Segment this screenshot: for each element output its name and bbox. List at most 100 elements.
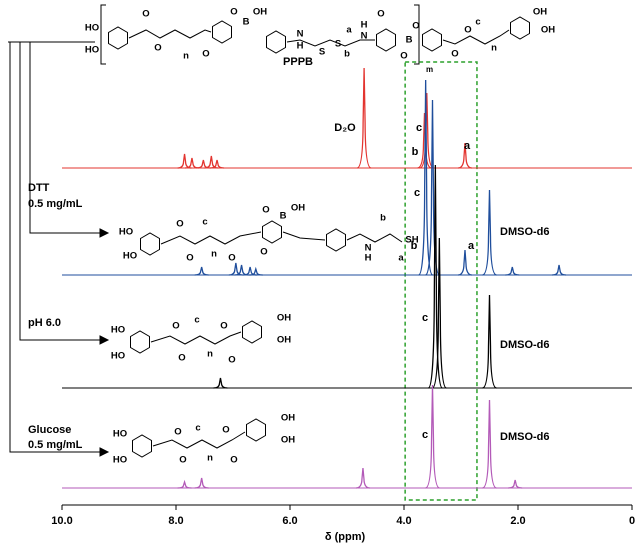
x-tick-label: 6.0: [282, 515, 297, 527]
atom-label: n: [183, 51, 189, 62]
condition-amount: 0.5 mg/mL: [28, 439, 83, 451]
ring: [510, 16, 530, 40]
atom-label: HO: [85, 23, 99, 34]
atom-label: O: [172, 321, 179, 332]
polymer-brackets: [100, 4, 420, 65]
condition-amount: 0.5 mg/mL: [28, 198, 83, 210]
bond: [442, 29, 510, 45]
atom-label: N: [361, 31, 368, 42]
atom-label: B: [406, 35, 413, 46]
peak-label: c: [416, 122, 422, 134]
peak-label: a: [468, 240, 475, 252]
peak: [417, 112, 432, 169]
bond: [152, 431, 246, 449]
x-tick-label: 0: [629, 515, 635, 527]
peak: [228, 262, 243, 276]
trace-label: DMSO-d6: [500, 431, 550, 443]
atom-label: S: [335, 39, 341, 50]
ring: [212, 20, 232, 44]
atom-label: O: [260, 247, 267, 258]
atom-label: N: [297, 29, 304, 40]
x-tick-label: 8.0: [168, 515, 183, 527]
peak-label: c: [422, 429, 428, 441]
x-tick-label: 10.0: [51, 515, 72, 527]
peak: [194, 266, 209, 276]
ring: [422, 28, 442, 52]
atom-label: O: [176, 219, 183, 230]
ring: [130, 330, 150, 354]
atom-label: b: [380, 213, 386, 224]
atom-label: O: [412, 21, 419, 32]
bond: [282, 231, 326, 241]
peak-label: b: [412, 146, 419, 158]
atom-label: O: [228, 253, 235, 264]
peak: [210, 159, 225, 169]
peak: [418, 79, 434, 276]
atom-label: c: [194, 315, 199, 326]
atom-label: O: [464, 25, 471, 36]
ring: [266, 30, 286, 54]
atom-label: OH: [281, 435, 295, 446]
atom-label: b: [344, 49, 350, 60]
peak: [482, 294, 497, 389]
atom-label: n: [211, 249, 217, 260]
atom-label: n: [207, 453, 213, 464]
condition-reagent: pH 6.0: [28, 317, 61, 329]
atom-label: O: [174, 427, 181, 438]
atom-label: HO: [113, 455, 127, 466]
x-tick-label: 2.0: [510, 515, 525, 527]
atom-label: a: [346, 25, 352, 36]
peak: [457, 249, 473, 276]
atom-label: n: [491, 43, 497, 54]
peak: [457, 142, 473, 169]
atom-label: O: [262, 205, 269, 216]
peak: [177, 479, 192, 489]
structure-name: PPPB: [283, 56, 313, 68]
atom-label: OH: [277, 335, 291, 346]
atom-label: c: [202, 217, 207, 228]
peak: [184, 157, 199, 169]
arrow-heads: [99, 228, 110, 457]
atom-label: O: [202, 49, 209, 60]
atom-label: O: [186, 253, 193, 264]
arrow-lines: [8, 41, 100, 453]
peak: [194, 477, 209, 489]
peak: [248, 266, 263, 276]
atom-label: O: [222, 425, 229, 436]
ring: [140, 232, 160, 256]
atom-label: HO: [113, 429, 127, 440]
ring: [132, 434, 152, 458]
atom-label: O: [377, 9, 384, 20]
x-axis-label: δ (ppm): [325, 531, 366, 543]
condition-reagent: Glucose: [28, 424, 71, 436]
peak: [431, 237, 447, 389]
highlight-box: [404, 61, 478, 501]
atom-label: OH: [541, 25, 555, 36]
atom-label: H: [297, 41, 304, 52]
ring: [108, 26, 128, 50]
atom-label: SH: [405, 235, 418, 246]
atom-label: OH: [533, 7, 547, 18]
atom-label: O: [154, 43, 161, 54]
atom-label: N: [365, 243, 372, 254]
atom-label: OH: [253, 7, 267, 18]
peak: [419, 92, 435, 169]
peak-label: c: [422, 312, 428, 324]
trace-label: D₂O: [334, 122, 356, 134]
atom-label: c: [475, 17, 480, 28]
peak: [213, 377, 228, 389]
atom-label: OH: [291, 203, 305, 214]
atom-label: B: [243, 17, 250, 28]
peak: [482, 189, 497, 276]
peak: [508, 479, 523, 489]
ring: [262, 220, 282, 244]
atom-label: O: [230, 7, 237, 18]
peak: [355, 467, 371, 489]
atom-label: O: [178, 353, 185, 364]
atom-label: O: [220, 321, 227, 332]
bond: [160, 231, 262, 245]
bond: [150, 331, 242, 345]
trace-label: DMSO-d6: [500, 339, 550, 351]
